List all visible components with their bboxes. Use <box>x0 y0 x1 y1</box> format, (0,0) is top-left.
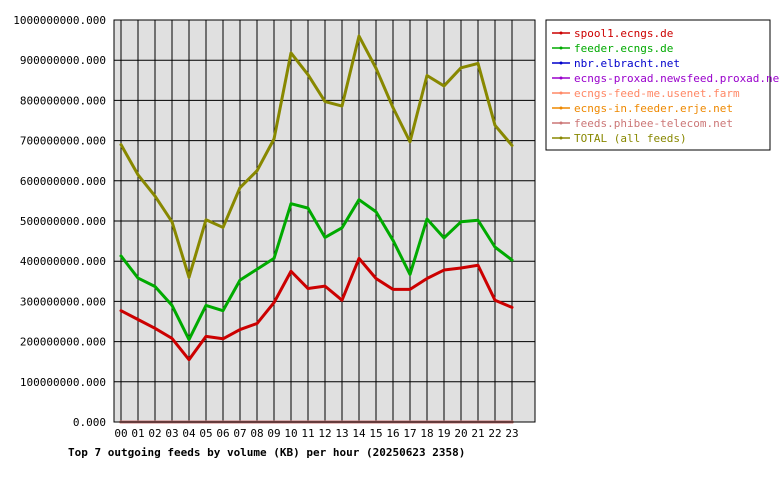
y-axis-ticks: 0.000 100000000.000 200000000.000 300000000… <box>13 14 106 429</box>
legend-label: TOTAL (all feeds) <box>574 132 687 145</box>
x-tick-label: 02 <box>148 427 161 440</box>
y-tick-label: 0.000 <box>73 416 106 429</box>
x-tick-label: 14 <box>352 427 366 440</box>
legend-marker <box>559 46 563 50</box>
y-tick-label: 300000000.000 <box>20 295 106 308</box>
x-tick-label: 03 <box>165 427 178 440</box>
legend-marker <box>559 31 563 35</box>
y-tick-label: 100000000.000 <box>20 376 106 389</box>
chart-title: Top 7 outgoing feeds by volume (KB) per … <box>68 446 465 459</box>
legend-label: feeds.phibee-telecom.net <box>574 117 733 130</box>
x-tick-label: 10 <box>284 427 297 440</box>
x-tick-label: 00 <box>114 427 127 440</box>
legend-marker <box>559 106 563 110</box>
legend-marker <box>559 121 563 125</box>
x-tick-label: 18 <box>420 427 433 440</box>
y-tick-label: 1000000000.000 <box>13 14 106 27</box>
x-tick-label: 04 <box>182 427 196 440</box>
x-tick-label: 05 <box>199 427 212 440</box>
x-tick-label: 07 <box>233 427 246 440</box>
x-tick-label: 22 <box>488 427 501 440</box>
legend-marker <box>559 136 563 140</box>
legend: spool1.ecngs.de feeder.ecngs.de nbr.elbrac… <box>545 19 780 151</box>
x-tick-label: 17 <box>403 427 416 440</box>
y-tick-label: 200000000.000 <box>20 336 106 349</box>
x-tick-label: 13 <box>335 427 348 440</box>
series-line <box>119 34 514 279</box>
x-tick-label: 20 <box>454 427 467 440</box>
legend-label: ecngs-proxad.newsfeed.proxad.net <box>574 72 780 85</box>
y-tick-label: 800000000.000 <box>20 94 106 107</box>
legend-label: feeder.ecngs.de <box>574 42 673 55</box>
x-tick-label: 12 <box>318 427 331 440</box>
y-tick-label: 400000000.000 <box>20 255 106 268</box>
x-tick-label: 21 <box>471 427 484 440</box>
legend-label: ecngs-feed-me.usenet.farm <box>574 87 740 100</box>
legend-marker <box>559 91 563 95</box>
series-line <box>119 256 514 362</box>
legend-frame <box>545 19 771 151</box>
x-tick-label: 09 <box>267 427 280 440</box>
x-tick-label: 19 <box>437 427 450 440</box>
y-tick-label: 500000000.000 <box>20 215 106 228</box>
legend-label: spool1.ecngs.de <box>574 27 673 40</box>
x-tick-label: 06 <box>216 427 229 440</box>
x-tick-label: 11 <box>301 427 314 440</box>
y-tick-label: 700000000.000 <box>20 135 106 148</box>
plot-frame <box>113 19 536 423</box>
legend-marker <box>559 76 563 80</box>
x-tick-label: 23 <box>505 427 518 440</box>
x-tick-label: 01 <box>131 427 144 440</box>
y-tick-label: 900000000.000 <box>20 54 106 67</box>
series-line <box>119 198 514 342</box>
legend-marker <box>559 61 563 65</box>
x-tick-label: 15 <box>369 427 382 440</box>
x-tick-label: 08 <box>250 427 263 440</box>
y-tick-label: 600000000.000 <box>20 175 106 188</box>
legend-label: ecngs-in.feeder.erje.net <box>574 102 733 115</box>
legend-entries: spool1.ecngs.de feeder.ecngs.de nbr.elbrac… <box>552 27 780 145</box>
legend-label: nbr.elbracht.net <box>574 57 680 70</box>
x-axis-ticks: 00 01 02 03 04 05 06 07 08 09 10 11 12 13 14 15 16 17 18 19… <box>114 427 518 440</box>
x-tick-label: 16 <box>386 427 399 440</box>
